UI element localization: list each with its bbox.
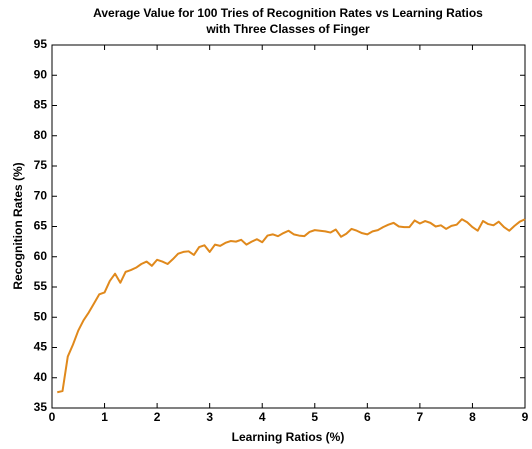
chart-title: Average Value for 100 Tries of Recogniti… (93, 6, 483, 20)
x-tick-label: 7 (417, 410, 424, 424)
x-tick-label: 8 (469, 410, 476, 424)
x-tick-label: 3 (206, 410, 213, 424)
y-tick-label: 65 (34, 219, 48, 233)
x-tick-label: 4 (259, 410, 266, 424)
y-tick-label: 85 (34, 98, 48, 112)
x-tick-label: 6 (364, 410, 371, 424)
y-tick-label: 50 (34, 309, 48, 323)
y-tick-label: 95 (34, 37, 48, 51)
plot-frame (51, 44, 526, 409)
y-tick-label: 45 (34, 340, 48, 354)
y-axis-label: Recognition Rates (%) (11, 162, 25, 289)
x-tick-label: 5 (311, 410, 318, 424)
y-tick-label: 35 (34, 400, 48, 414)
y-tick-label: 70 (34, 188, 48, 202)
chart-title: with Three Classes of Finger (205, 22, 370, 36)
y-tick-label: 90 (34, 67, 48, 81)
y-tick-label: 80 (34, 128, 48, 142)
y-tick-label: 75 (34, 158, 48, 172)
x-axis-label: Learning Ratios (%) (232, 430, 345, 444)
x-tick-label: 9 (522, 410, 529, 424)
data-line (57, 218, 526, 394)
y-tick-label: 40 (34, 370, 48, 384)
x-tick-label: 2 (154, 410, 161, 424)
x-tick-label: 1 (101, 410, 108, 424)
y-tick-label: 60 (34, 249, 48, 263)
y-tick-label: 55 (34, 279, 48, 293)
x-tick-label: 0 (49, 410, 56, 424)
